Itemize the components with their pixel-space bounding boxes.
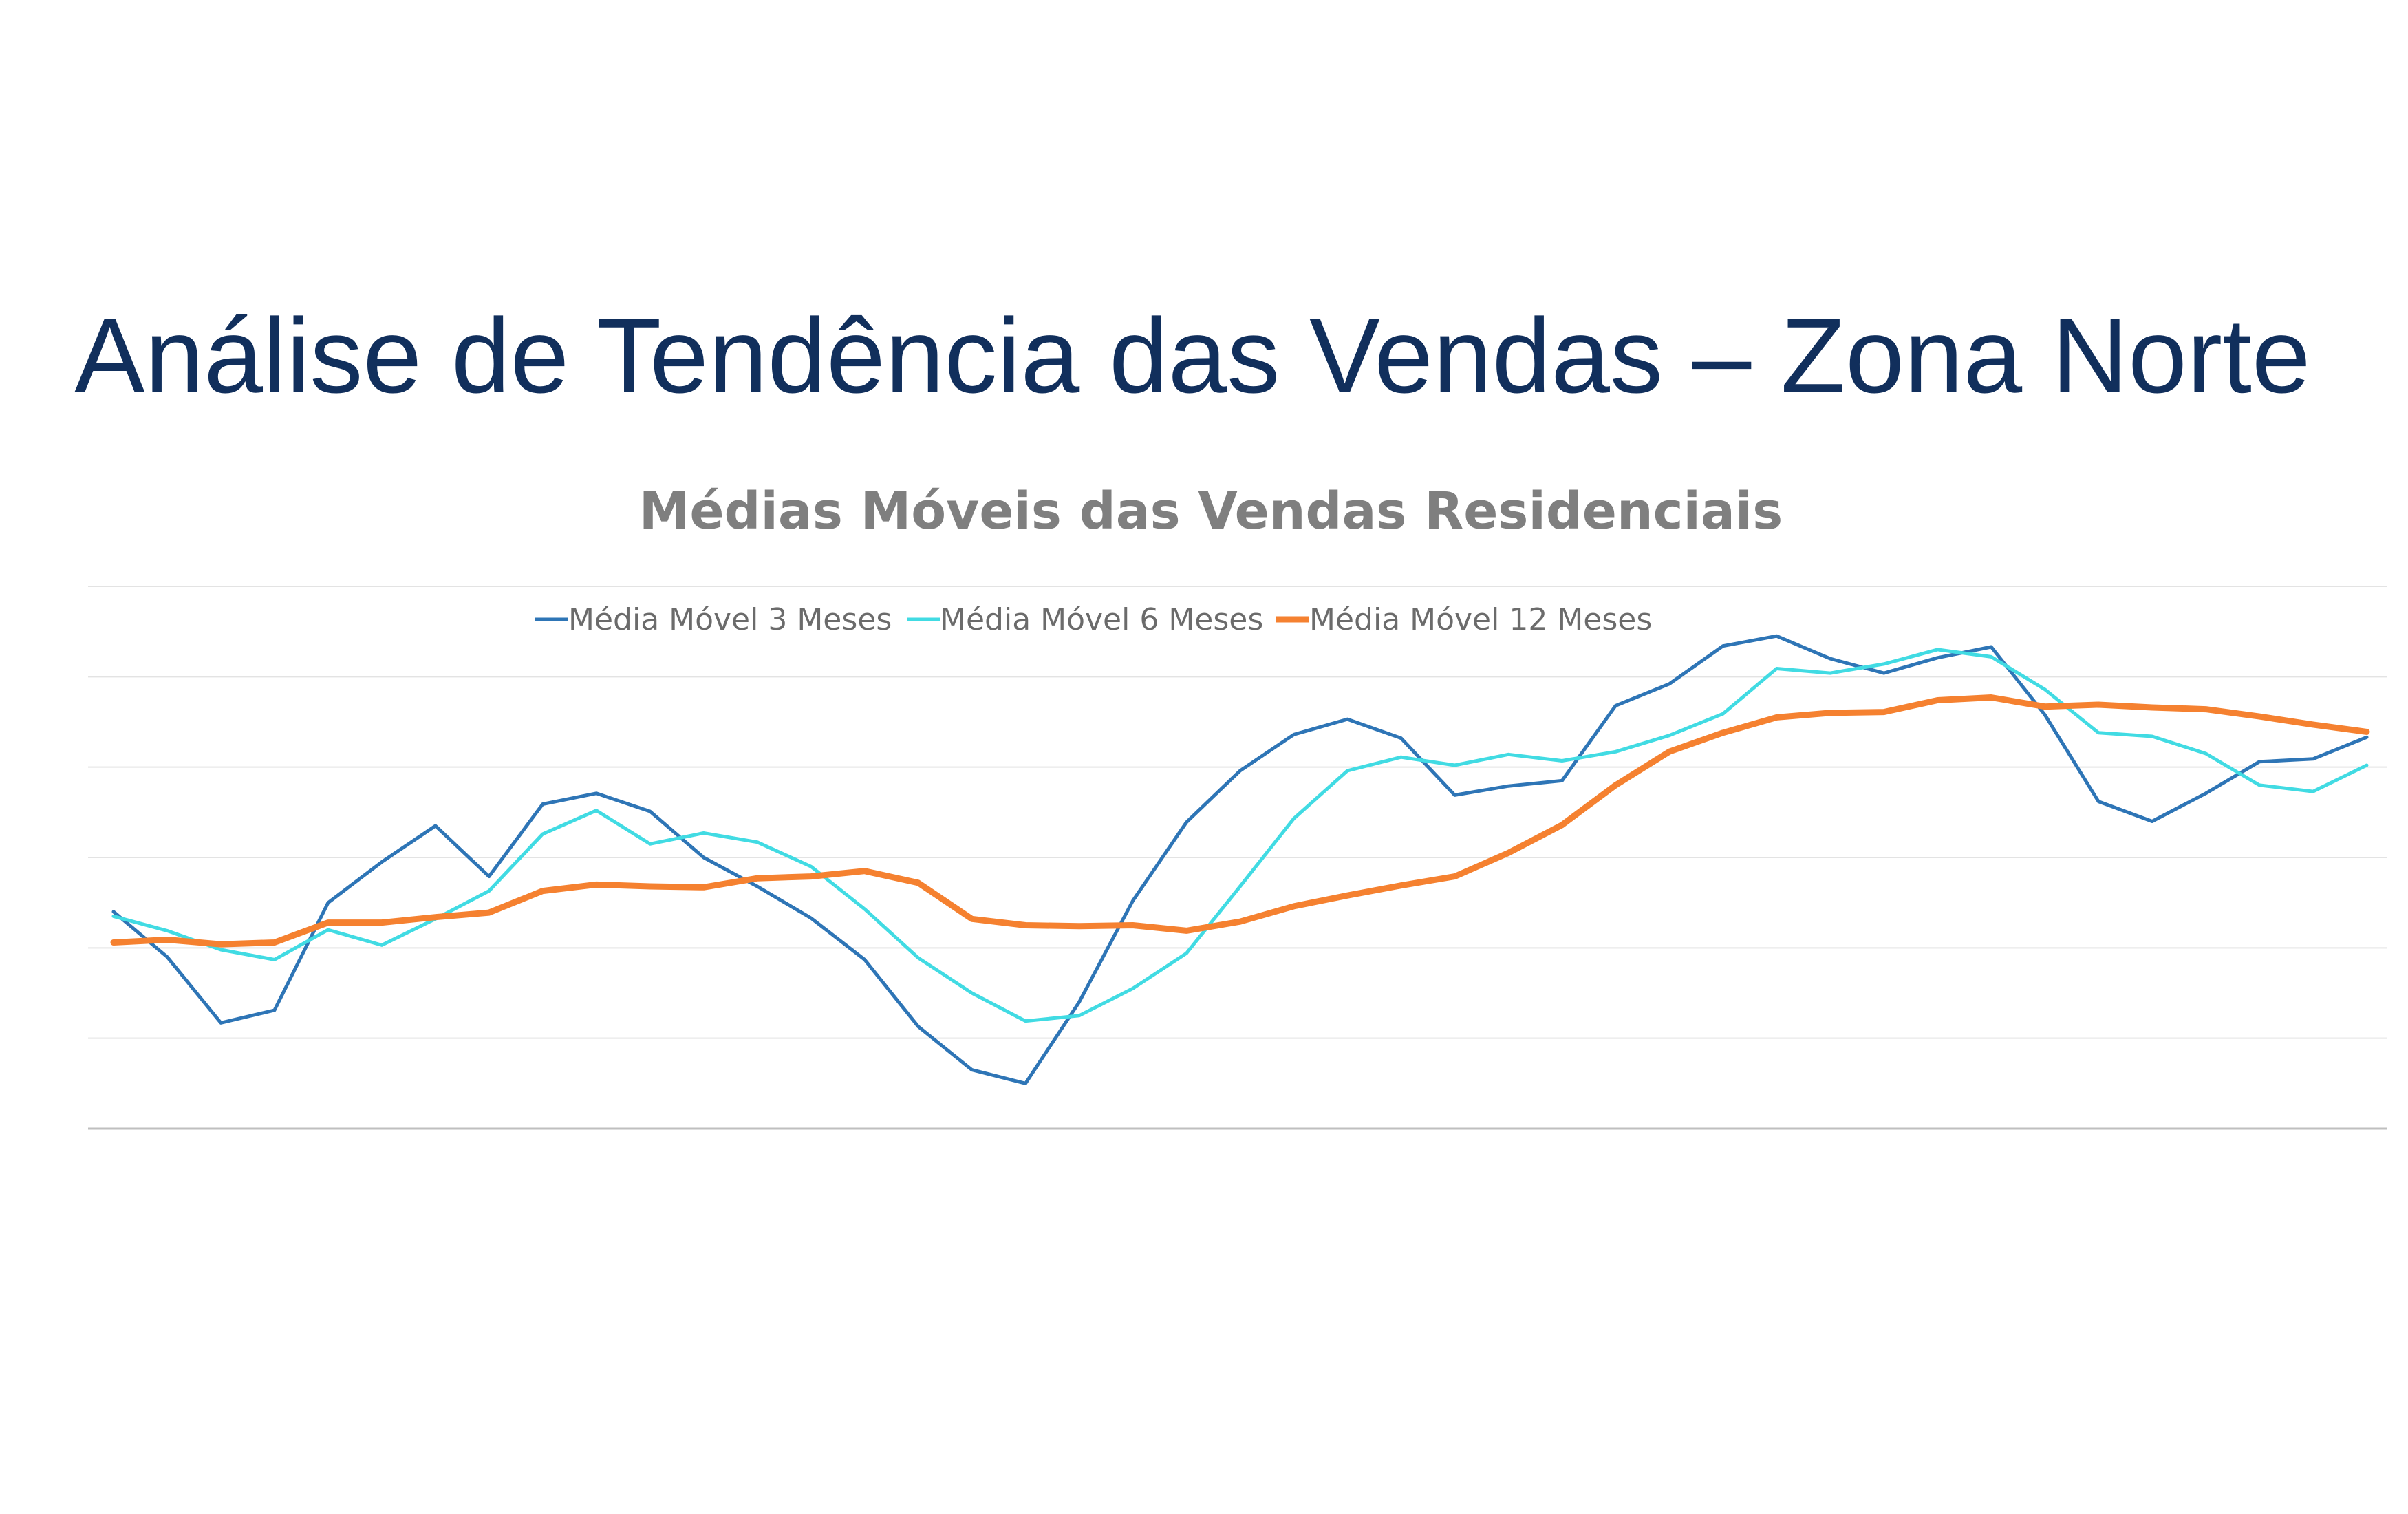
series-line-3 xyxy=(110,694,2370,948)
legend-item-3: Média Móvel 12 Meses xyxy=(1276,602,1652,637)
legend-label: Média Móvel 12 Meses xyxy=(1309,602,1652,637)
series-lines xyxy=(110,634,2370,1085)
legend-item-2: Média Móvel 6 Meses xyxy=(907,602,1263,637)
slide-title: Análise de Tendência das Vendas – Zona N… xyxy=(74,297,2311,415)
legend-label: Média Móvel 6 Meses xyxy=(940,602,1263,637)
series-line-2 xyxy=(111,648,2369,1023)
series-line-1 xyxy=(111,634,2369,1085)
gridlines xyxy=(88,586,2387,1130)
chart-legend: Média Móvel 3 Meses Média Móvel 6 Meses Mé… xyxy=(535,602,1652,637)
legend-item-1: Média Móvel 3 Meses xyxy=(535,602,892,637)
legend-label: Média Móvel 3 Meses xyxy=(568,602,892,637)
chart-title: Médias Móveis das Vendas Residenciais xyxy=(639,482,1783,541)
